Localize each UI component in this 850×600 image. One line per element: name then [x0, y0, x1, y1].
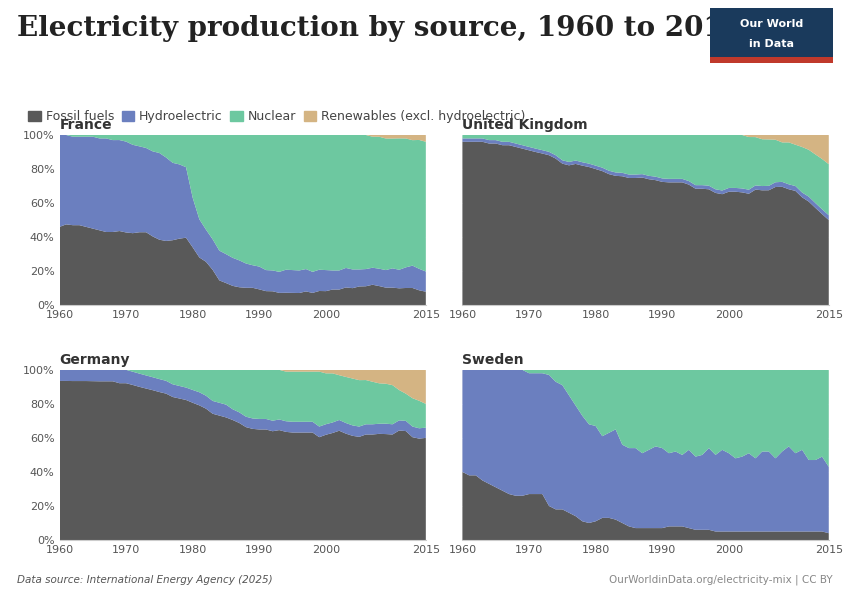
Text: in Data: in Data [749, 38, 794, 49]
Text: Sweden: Sweden [462, 353, 524, 367]
Text: Data source: International Energy Agency (2025): Data source: International Energy Agency… [17, 575, 273, 585]
Text: OurWorldinData.org/electricity-mix | CC BY: OurWorldinData.org/electricity-mix | CC … [609, 575, 833, 585]
Text: France: France [60, 118, 112, 133]
Text: Our World: Our World [740, 19, 803, 29]
Legend: Fossil fuels, Hydroelectric, Nuclear, Renewables (excl. hydroelectric): Fossil fuels, Hydroelectric, Nuclear, Re… [23, 105, 530, 128]
Text: Germany: Germany [60, 353, 130, 367]
Text: United Kingdom: United Kingdom [462, 118, 588, 133]
Text: Electricity production by source, 1960 to 2015: Electricity production by source, 1960 t… [17, 15, 742, 42]
